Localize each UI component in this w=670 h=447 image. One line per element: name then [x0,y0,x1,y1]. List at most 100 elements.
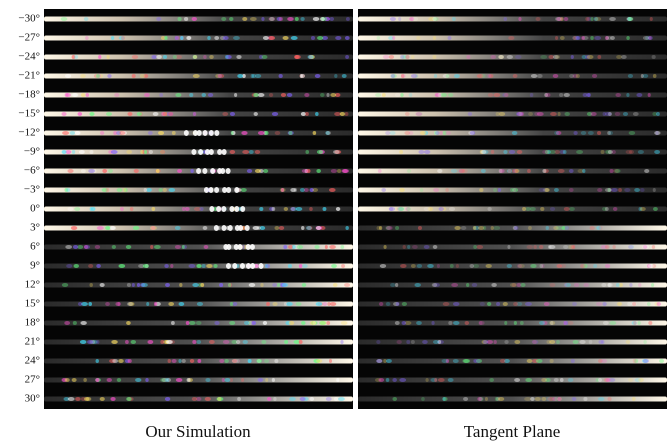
speckle [605,207,609,211]
speckle [485,397,488,401]
speckle [514,321,517,325]
speckle [326,93,329,97]
speckle [583,397,587,401]
speckle [603,112,607,116]
speckle [149,150,153,154]
speckle [320,93,324,97]
speckle [186,321,190,325]
speckle [81,169,86,173]
speckle [441,93,447,97]
speckle [582,169,585,173]
speckle [121,36,125,40]
speckle [643,245,647,249]
speckle [186,36,191,40]
speckle [629,283,632,287]
speckle [168,359,171,363]
speckle [395,93,400,97]
speckle [626,36,629,40]
speckle [146,188,152,192]
speckle [424,150,430,154]
speckle [88,264,93,268]
speckle [67,207,73,211]
speckle [431,321,434,325]
speckle [399,378,406,382]
speckle [313,17,320,21]
speckle [272,283,277,287]
speckle [333,150,340,154]
speckle [342,74,347,78]
speckle [448,378,454,382]
speckle [294,55,299,59]
speckle [219,283,223,287]
speckle [218,74,225,78]
speckle [127,302,133,306]
speckle [576,150,583,154]
speckle [494,340,497,344]
speckle [559,93,563,97]
speckle [71,93,77,97]
speckle [540,55,547,59]
speckle [581,36,585,40]
speckle [392,36,395,40]
speckle [657,302,661,306]
speckle [376,359,382,363]
speckle [234,93,237,97]
speckle [498,188,501,192]
speckle [489,378,494,382]
speckle [550,321,553,325]
speckle [110,397,115,401]
speckle [228,225,233,231]
speckle [556,226,563,230]
speckle [503,150,507,154]
speckle [621,55,627,59]
speckle [288,131,292,135]
speckle [588,131,594,135]
speckle [476,245,483,249]
speckle [206,264,212,268]
speckle [483,340,488,344]
speckle [175,226,181,230]
speckle [214,36,219,40]
speckle [379,226,382,230]
stripe [358,359,667,364]
speckle [386,302,391,306]
speckle [416,36,420,40]
speckle [100,131,104,135]
speckle [420,131,426,135]
speckle [424,207,431,211]
speckle [434,378,437,382]
speckle [633,359,637,363]
speckle [481,169,486,173]
speckle [618,188,622,192]
speckle [386,378,390,382]
speckle [316,302,323,306]
speckle [200,283,204,287]
stripe [358,340,667,345]
speckle [536,17,541,21]
speckle [500,359,505,363]
speckle [558,112,561,116]
speckle [608,150,613,154]
speckle [72,378,77,382]
speckle [530,93,534,97]
speckle [338,397,345,401]
speckle [177,169,182,173]
speckle [170,264,173,268]
speckle [209,187,214,193]
speckle [572,302,577,306]
speckle [398,17,401,21]
speckle [470,131,476,135]
speckle [508,36,514,40]
speckle [598,397,604,401]
row-label: −21° [18,70,40,82]
speckle [491,283,496,287]
speckle [334,74,337,78]
speckle [540,264,544,268]
speckle [502,93,508,97]
speckle [96,359,99,363]
speckle [376,340,380,344]
speckle [558,169,565,173]
speckle [520,321,524,325]
speckle [192,17,197,21]
speckle [100,397,105,401]
